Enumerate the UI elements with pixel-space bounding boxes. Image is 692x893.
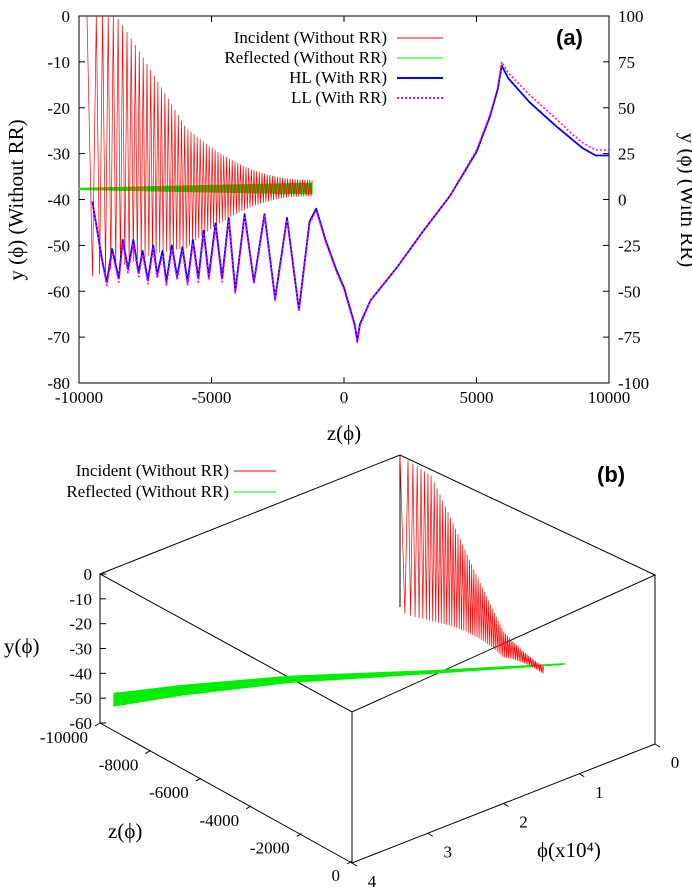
phi3d-tick-mark: [351, 862, 358, 867]
panel-a-legend: Incident (Without RR) Reflected (Without…: [224, 28, 443, 107]
y-right-tick-label: 50: [618, 99, 635, 118]
y3d-tick-label: -10: [69, 590, 92, 609]
panel-a-series: [78, 15, 609, 344]
x-tick-label: -5000: [192, 388, 232, 407]
z3d-tick-label: -8000: [99, 756, 139, 775]
z3d-tick-label: -10000: [40, 728, 88, 747]
panel-b-label: (b): [597, 462, 625, 487]
panel-b: 0 -10 -20 -30 -40 -50 -60 -10000 -8000 -6000 -400…: [4, 454, 680, 891]
y-right-tick-label: -100: [618, 374, 649, 393]
y-left-tick-label: -60: [47, 282, 70, 301]
phi3d-tick-mark: [427, 832, 434, 837]
y-left-tick-label: -40: [47, 191, 70, 210]
x-tick-label: 5000: [460, 388, 494, 407]
phi3d-tick-label: 2: [519, 813, 528, 832]
x-tick-label: 10000: [588, 388, 631, 407]
y-left-tick-label: -80: [47, 374, 70, 393]
incident-series-line: [86, 15, 313, 277]
y-right-tick-label: -25: [618, 236, 641, 255]
phi3d-tick-label: 4: [368, 872, 377, 891]
z3d-tick-mark: [245, 805, 252, 810]
phi3d-tick-label: 0: [671, 753, 680, 772]
phi3d-tick-mark: [578, 773, 585, 778]
panel-a-y-left-ticks: 0 -10 -20 -30 -40 -50 -60 -70 -80: [47, 7, 85, 393]
panel-b-phi-ticks: 0 1 2 3 4: [351, 743, 680, 891]
legend-b-incident-label: Incident (Without RR): [76, 461, 229, 480]
y3d-tick-label: -20: [69, 615, 92, 634]
z3d-tick-mark: [296, 832, 302, 837]
panel-a: -10000 -5000 0 5000 10000 0 -10 -20 -30 -40 -50 -6…: [4, 7, 692, 445]
y3d-tick-label: 0: [84, 565, 93, 584]
z3d-tick-mark: [94, 722, 101, 727]
panel-a-label: (a): [556, 25, 583, 50]
legend-a-incident-label: Incident (Without RR): [234, 28, 387, 47]
x-tick-label: -10000: [55, 388, 103, 407]
x-tick-label: 0: [340, 388, 349, 407]
y-left-tick-label: -20: [47, 99, 70, 118]
y-left-tick-label: -70: [47, 328, 70, 347]
panel-a-ylabel-right: y (ϕ) (With RR): [676, 133, 692, 267]
panel-a-ylabel-left: y (ϕ) (Without RR): [4, 119, 28, 280]
z3d-tick-mark: [195, 777, 202, 782]
y-left-tick-label: -50: [47, 236, 70, 255]
panel-a-xlabel: z(ϕ): [327, 421, 361, 445]
panel-b-zlabel: y(ϕ): [4, 634, 40, 658]
phi3d-tick-label: 1: [595, 783, 604, 802]
panel-a-x-ticks: -10000 -5000 0 5000 10000: [55, 16, 630, 407]
panel-b-legend: Incident (Without RR) Reflected (Without…: [66, 461, 276, 501]
phi3d-tick-label: 3: [444, 842, 453, 861]
y3d-tick-label: -50: [69, 689, 92, 708]
legend-b-reflected-label: Reflected (Without RR): [66, 482, 229, 501]
legend-a-reflected-label: Reflected (Without RR): [224, 48, 387, 67]
y-right-tick-label: 100: [618, 7, 644, 26]
panel-b-xlabel: ϕ(x10⁴): [537, 838, 601, 862]
y-left-tick-label: -30: [47, 145, 70, 164]
phi3d-tick-mark: [503, 803, 509, 807]
y-left-tick-label: 0: [62, 7, 71, 26]
panel-b-ylabel: z(ϕ): [108, 819, 142, 843]
y3d-tick-label: -30: [69, 640, 92, 659]
y-right-tick-label: -75: [618, 328, 641, 347]
z3d-tick-label: -2000: [250, 838, 290, 857]
panel-a-y-right-ticks: 100 75 50 25 0 -25 -50 -75 -100: [603, 7, 649, 393]
y-right-tick-label: 25: [618, 145, 635, 164]
legend-a-hl-label: HL (With RR): [289, 68, 387, 87]
z3d-tick-label: -6000: [149, 783, 189, 802]
ll-series-line: [91, 61, 609, 344]
y3d-tick-label: -40: [69, 664, 92, 683]
legend-a-ll-label: LL (With RR): [291, 88, 387, 107]
reflected-3d-series-line: [113, 663, 565, 707]
y-right-tick-label: 75: [618, 53, 635, 72]
y-right-tick-label: -50: [618, 282, 641, 301]
z3d-tick-label: -4000: [200, 811, 240, 830]
panel-b-y-ticks: 0 -10 -20 -30 -40 -50 -60: [69, 565, 106, 733]
y-right-tick-label: 0: [618, 191, 627, 210]
y-left-tick-label: -10: [47, 53, 70, 72]
panel-b-series: [113, 454, 565, 707]
panel-b-z-ticks: -10000 -8000 -6000 -4000 -2000 0: [40, 722, 353, 885]
phi3d-tick-mark: [654, 743, 661, 748]
y3d-tick-label: -60: [69, 714, 92, 733]
z3d-tick-mark: [346, 860, 353, 865]
z3d-tick-mark: [145, 750, 151, 755]
incident-3d-series-line: [399, 454, 545, 674]
z3d-tick-label: 0: [332, 866, 341, 885]
